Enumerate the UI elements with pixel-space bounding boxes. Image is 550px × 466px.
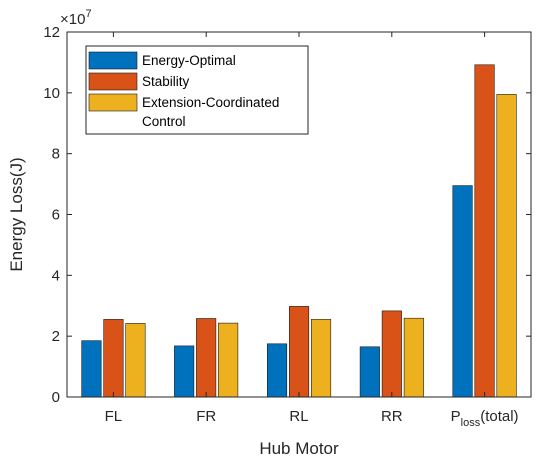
y-tick-label: 0 — [52, 389, 60, 406]
bar-energy-optimal-rl — [266, 343, 288, 398]
legend-swatch-1 — [88, 51, 138, 70]
y-tick-label: 12 — [43, 24, 60, 41]
bars-layer — [81, 64, 517, 398]
bar-energy-optimal-fr — [174, 345, 195, 398]
y-axis-label: Energy Loss(J) — [7, 157, 26, 271]
x-tick-label: RL — [289, 408, 308, 425]
y-exponent-power: 7 — [85, 8, 91, 20]
y-exponent-base: ×10 — [60, 11, 85, 28]
bar-extension-coordinated-control-fr — [218, 322, 239, 398]
y-axis-exponent: ×107 — [60, 8, 92, 28]
y-tick-label: 4 — [52, 267, 60, 284]
bar-stability-rr — [381, 310, 402, 398]
bar-energy-optimal-ploss-total- — [452, 185, 473, 398]
legend-label: Stability — [142, 74, 190, 89]
bar-extension-coordinated-control-rr — [403, 317, 424, 398]
legend-label: Extension-Coordinated — [142, 95, 279, 110]
bar-stability-fr — [196, 318, 217, 398]
x-tick-label: Ploss(total) — [451, 408, 519, 429]
legend-swatch-3 — [88, 93, 138, 112]
x-axis: FL FR RL RR Ploss(total) — [105, 32, 519, 429]
legend-label: Control — [142, 114, 186, 129]
x-tick-label: FL — [105, 408, 123, 425]
bar-extension-coordinated-control-fl — [125, 323, 146, 398]
x-tick-label: RR — [381, 408, 403, 425]
y-tick-label: 8 — [52, 146, 60, 163]
y-axis: 0 2 4 6 8 10 12 — [43, 24, 531, 406]
y-tick-label: 10 — [43, 85, 60, 102]
bar-energy-optimal-rr — [359, 346, 380, 398]
x-tick-label: FR — [196, 408, 216, 425]
bar-extension-coordinated-control-ploss-total- — [496, 94, 517, 398]
x-axis-label: Hub Motor — [259, 439, 339, 458]
legend-swatch-2 — [88, 72, 138, 91]
bar-stability-fl — [103, 319, 124, 398]
bar-extension-coordinated-control-rl — [310, 319, 332, 398]
bar-stability-rl — [288, 306, 310, 398]
y-tick-label: 2 — [52, 328, 60, 345]
y-tick-label: 6 — [52, 207, 60, 224]
bar-stability-ploss-total- — [474, 64, 495, 398]
legend-label: Energy-Optimal — [142, 53, 236, 68]
legend: Energy-Optimal Stability Extension-Coordin… — [85, 45, 309, 135]
bar-energy-optimal-fl — [81, 340, 102, 398]
